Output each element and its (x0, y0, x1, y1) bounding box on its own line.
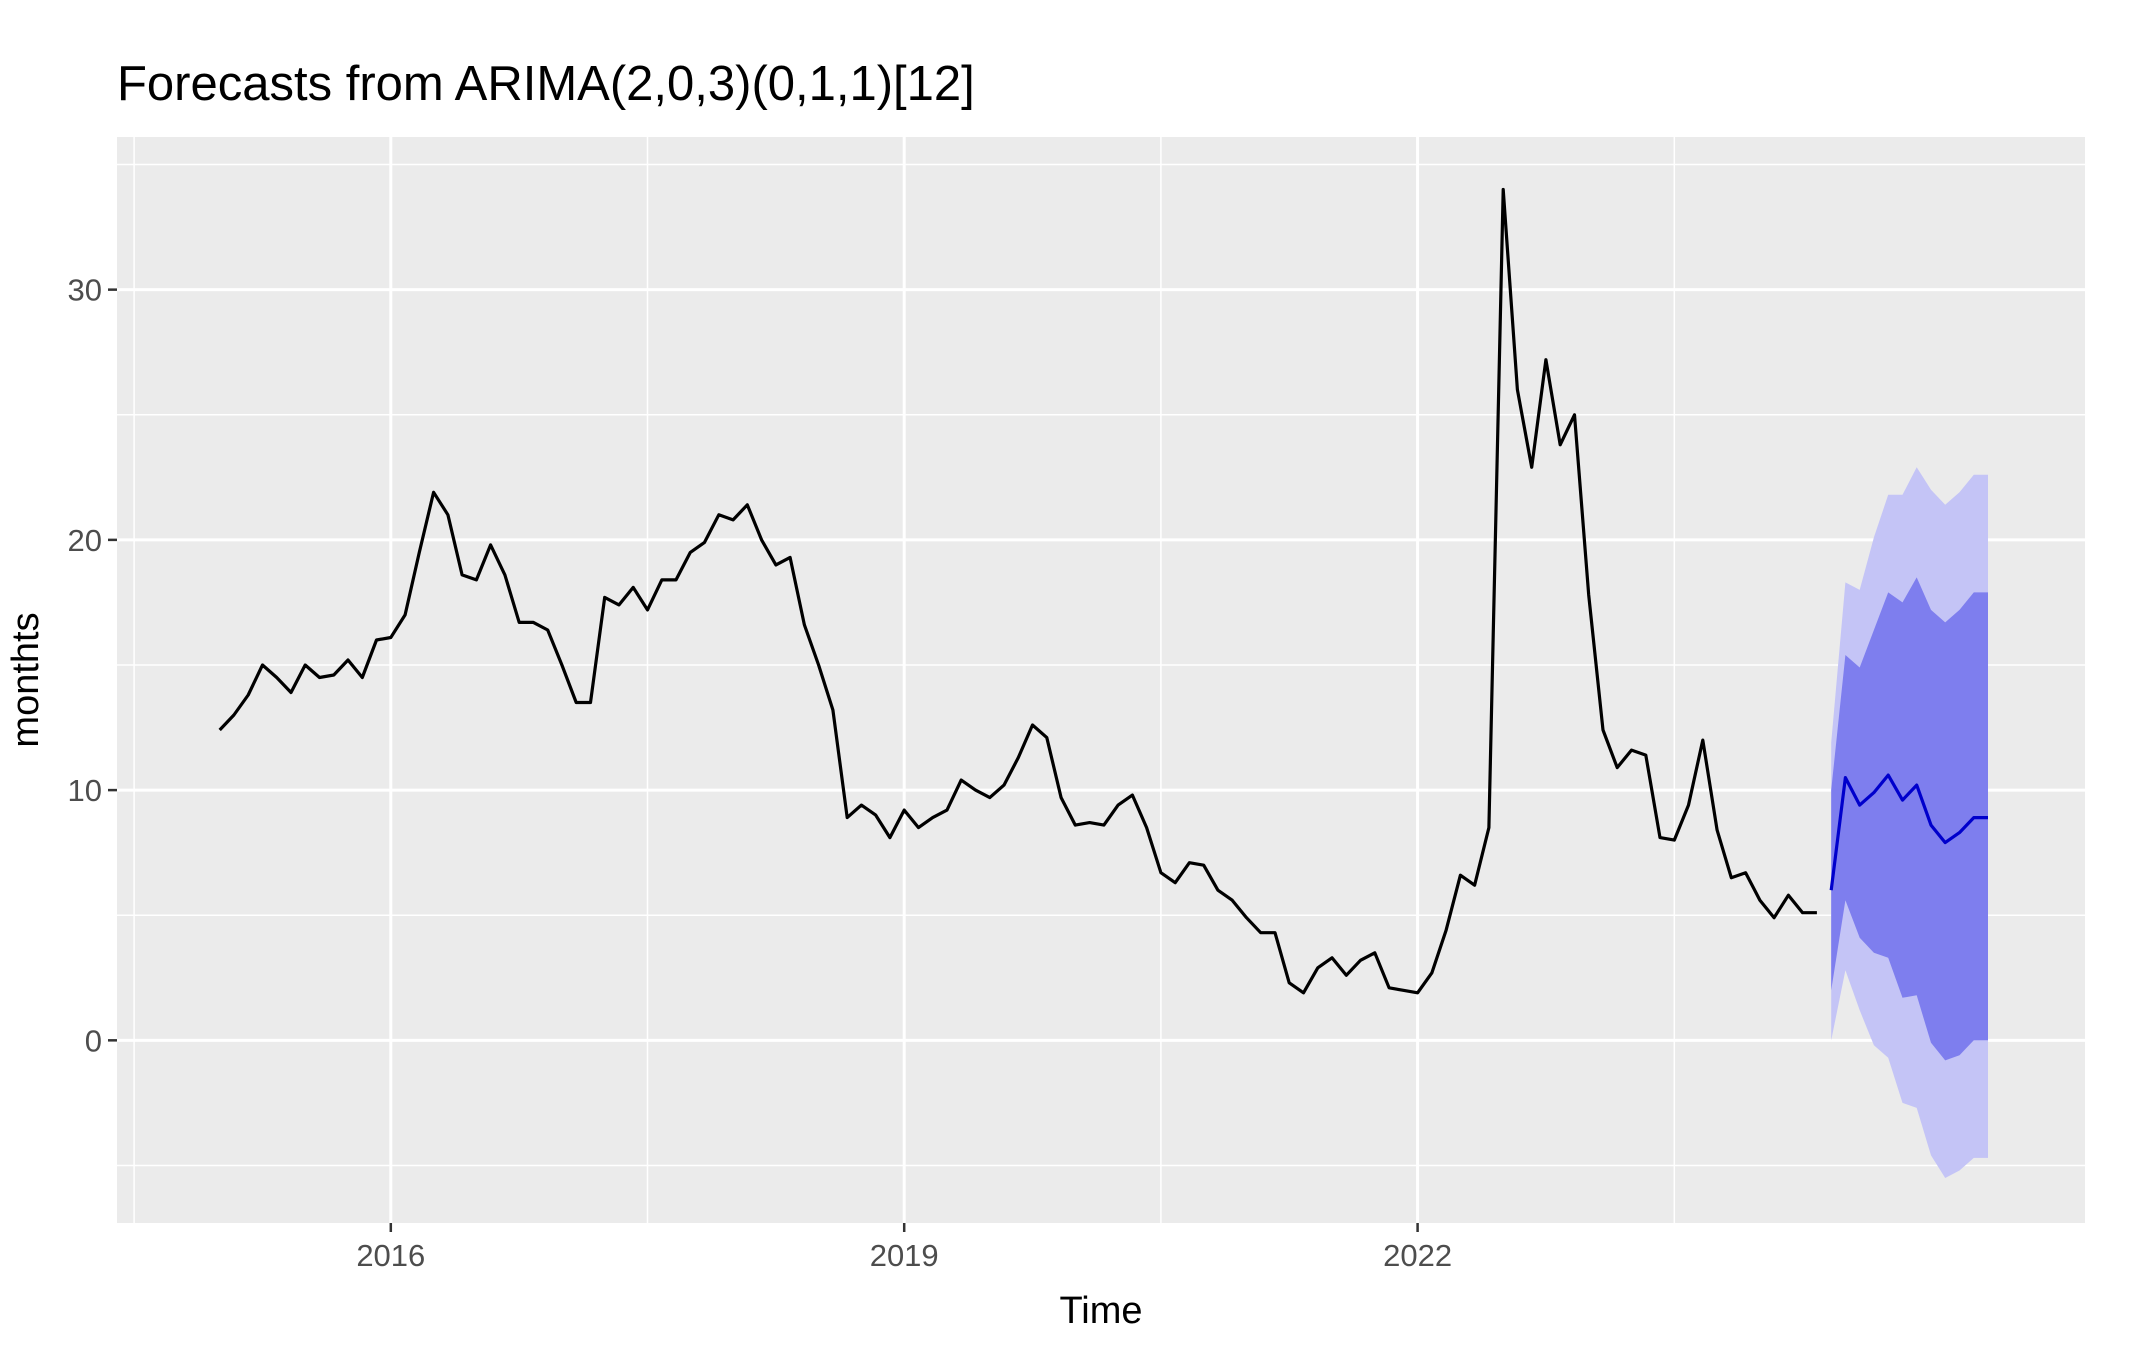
forecast-band-80 (1831, 577, 1988, 1061)
y-tick-label: 20 (68, 523, 102, 558)
observed-series-line (218, 187, 1817, 995)
y-tick-label: 30 (68, 273, 102, 308)
x-axis: 2016 2019 2022 (356, 1223, 1452, 1273)
forecast-mean-line (1829, 773, 1988, 891)
x-axis-label: Time (1059, 1290, 1142, 1332)
plot-panel-background (117, 137, 2085, 1223)
y-tick-label: 0 (85, 1023, 102, 1058)
y-tick-label: 10 (68, 773, 102, 808)
x-tick-label: 2016 (356, 1238, 425, 1273)
series-lines (218, 187, 1988, 995)
y-axis-label: monthts (5, 612, 47, 747)
major-grid-lines (117, 137, 2085, 1223)
x-tick-label: 2022 (1383, 1238, 1452, 1273)
y-axis: 0 10 20 30 (68, 273, 117, 1058)
forecast-bands (1831, 467, 1988, 1178)
minor-grid-lines (117, 137, 2085, 1223)
x-tick-label: 2019 (870, 1238, 939, 1273)
chart-title: Forecasts from ARIMA(2,0,3)(0,1,1)[12] (117, 57, 975, 111)
